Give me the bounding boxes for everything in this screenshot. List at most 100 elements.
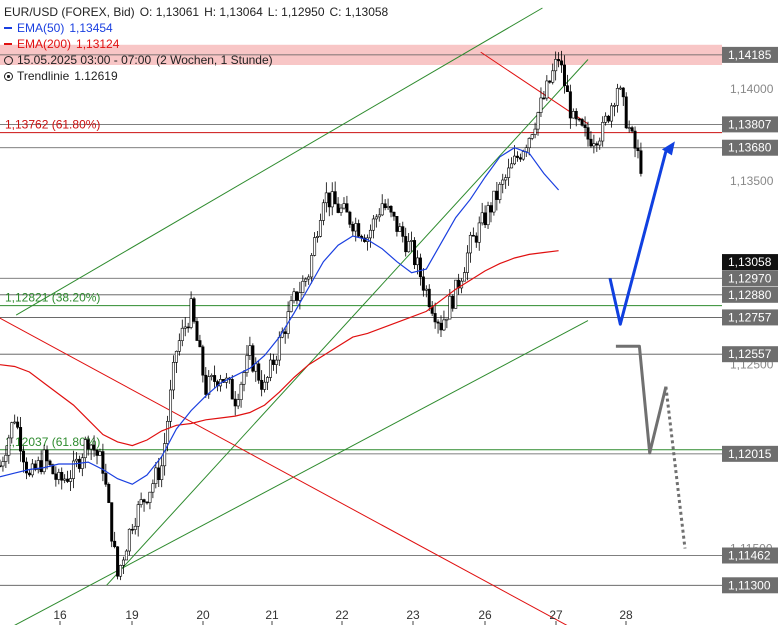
candle-body <box>612 105 616 107</box>
candle-body <box>636 147 640 152</box>
candle-body <box>507 167 511 178</box>
candle-body <box>163 443 167 467</box>
candle-body <box>101 451 105 474</box>
candle-body <box>512 155 516 165</box>
candle-body <box>36 460 40 470</box>
legend-ema200-row: EMA(200) 1,13124 <box>4 36 388 52</box>
x-tick-label: 22 <box>335 608 349 622</box>
candle-body <box>630 127 634 132</box>
candle-body <box>436 321 440 324</box>
channel-line <box>14 320 589 625</box>
legend-trendline-label: Trendlinie <box>17 69 70 83</box>
price-badge <box>722 46 778 63</box>
candle-body <box>177 340 181 352</box>
candle-body <box>174 350 178 363</box>
price-badge-label: 1,11300 <box>728 578 771 592</box>
candle-body <box>113 540 117 548</box>
price-badge <box>722 116 778 133</box>
candle-body <box>421 276 425 291</box>
x-tick-label: 19 <box>125 608 139 622</box>
candle-body <box>498 183 502 200</box>
candle-body <box>554 59 558 72</box>
candle-body <box>501 179 505 185</box>
candle-body <box>510 163 514 169</box>
candle-body <box>186 326 190 329</box>
target-icon <box>4 71 13 81</box>
candle-body <box>277 336 281 361</box>
chart-legend: EUR/USD (FOREX, Bid) O: 1,13061 H: 1,130… <box>4 4 388 84</box>
forecast-down-path <box>615 344 668 455</box>
ema200-swatch-icon <box>4 43 12 45</box>
y-tick-label: 1,14000 <box>730 82 774 96</box>
candle-body <box>580 119 584 126</box>
candle-body <box>548 80 552 83</box>
candle-body <box>477 222 481 243</box>
candle-body <box>292 291 296 302</box>
candle-body <box>524 147 528 152</box>
candle-body <box>316 236 320 238</box>
current-price-badge <box>722 254 778 271</box>
candle-body <box>7 437 11 456</box>
candle-body <box>204 374 208 395</box>
candle-body <box>245 355 249 373</box>
price-badge-label: 1,12015 <box>728 447 772 461</box>
candle-body <box>592 143 596 147</box>
candle-body <box>242 372 246 385</box>
price-badge <box>722 286 778 303</box>
candle-body <box>474 235 478 243</box>
candle-body <box>133 525 137 530</box>
candle-body <box>589 138 593 147</box>
channel-line <box>106 59 589 586</box>
candle-body <box>4 454 8 462</box>
candle-body <box>92 444 96 451</box>
candle-body <box>183 326 187 329</box>
candle-body <box>610 105 614 122</box>
candle-body <box>536 112 540 130</box>
candle-body <box>574 111 578 120</box>
candle-body <box>386 205 390 209</box>
fib-label: 1,13762 (61.80%) <box>5 118 100 132</box>
candle-body <box>207 376 211 395</box>
candle-body <box>454 279 458 309</box>
candle-body <box>471 234 475 237</box>
candle-body <box>336 203 340 213</box>
price-badge <box>722 547 778 564</box>
x-tick-label: 27 <box>549 608 563 622</box>
candle-body <box>210 375 214 377</box>
candle-body <box>13 421 17 424</box>
price-badge <box>722 445 778 462</box>
candle-body <box>465 252 469 273</box>
candle-body <box>1 461 5 467</box>
price-badges: 1,14185 1,13807 1,13680 1,12970 1,12880 1,127… <box>722 46 778 594</box>
legend-trendline-value: 1.12619 <box>74 69 118 83</box>
candle-body <box>236 399 240 407</box>
ema200-line <box>0 250 559 447</box>
candle-body <box>283 331 287 334</box>
candle-body <box>24 461 28 474</box>
x-tick-label: 21 <box>265 608 279 622</box>
horizontal-levels <box>0 54 722 586</box>
candle-body <box>74 458 78 462</box>
x-tick-label: 26 <box>478 608 492 622</box>
candle-body <box>198 340 202 348</box>
candle-body <box>33 463 37 470</box>
candle-body <box>486 205 490 226</box>
current-price-label: 1,13058 <box>728 255 772 269</box>
candle-body <box>166 421 170 444</box>
forecast-up-path <box>608 151 668 326</box>
candle-body <box>463 272 467 282</box>
candle-body <box>298 292 302 301</box>
candle-body <box>324 192 328 204</box>
price-badge <box>722 139 778 156</box>
legend-period-row: 15.05.2025 03:00 - 07:00 (2 Wochen, 1 St… <box>4 52 388 68</box>
candle-body <box>69 478 73 482</box>
candle-body <box>63 478 67 481</box>
price-badge-label: 1,12757 <box>728 310 772 324</box>
price-badge-label: 1,11462 <box>728 549 771 563</box>
trendlines <box>0 7 589 625</box>
candle-body <box>404 236 408 253</box>
candle-body <box>313 237 317 256</box>
forecast-arrows <box>608 141 687 549</box>
price-badge-label: 1,14185 <box>728 48 772 62</box>
